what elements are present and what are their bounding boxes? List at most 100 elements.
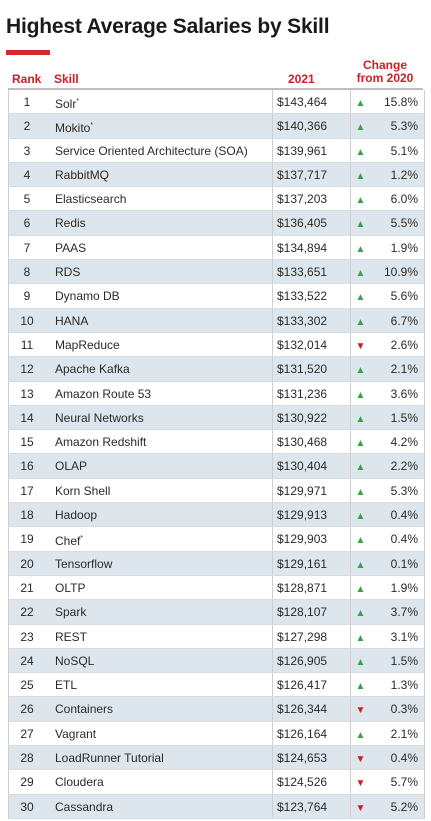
skill-cell: HANA [55,313,89,328]
header-change: Change from 2020 [352,59,418,85]
column-divider [272,332,273,357]
table-row: 20 Tensorflow $129,161 ▲ 0.1% [9,551,424,576]
change-value: 1.9% [390,580,418,595]
change-cell: ▲ 1.9% [355,241,418,257]
down-arrow-icon: ▼ [355,802,366,814]
change-cell: ▲ 3.7% [355,605,418,621]
up-arrow-icon: ▲ [355,511,366,523]
salary-table: 1 Solr* $143,464 ▲ 15.8% 2 Mokito* $140,366 ▲ 5.3… [8,90,425,819]
change-value: 6.0% [390,192,418,207]
change-cell: ▼ 2.6% [355,338,418,354]
change-value: 5.2% [390,799,418,814]
rank-cell: 19 [20,532,34,547]
up-arrow-icon: ▲ [355,632,366,644]
change-value: 1.5% [390,410,418,425]
column-divider [350,697,351,721]
change-value: 5.3% [390,119,418,134]
skill-cell: Cloudera [55,775,104,790]
table-row: 22 Spark $128,107 ▲ 3.7% [9,600,424,625]
column-divider [350,260,351,284]
table-row: 19 Chef* $129,903 ▲ 0.4% [9,527,424,552]
salary-cell: $129,971 [277,483,328,498]
table-row: 10 HANA $133,302 ▲ 6.7% [9,308,424,333]
rank-cell: 13 [20,386,34,401]
rank-cell: 26 [20,702,34,717]
column-divider [272,721,273,746]
up-arrow-icon: ▲ [355,268,366,280]
skill-cell: PAAS [55,240,87,255]
table-row: 2 Mokito* $140,366 ▲ 5.3% [9,114,424,139]
column-divider [350,673,351,697]
change-value: 0.1% [390,556,418,571]
up-arrow-icon: ▲ [355,243,366,255]
skill-cell: RDS [55,265,81,280]
rank-cell: 18 [20,508,34,523]
footnote-marker: * [80,535,84,543]
change-value: 3.1% [390,629,418,644]
salary-cell: $126,417 [277,678,328,693]
up-arrow-icon: ▲ [355,583,366,595]
salary-cell: $133,302 [277,313,328,328]
column-divider [350,187,351,211]
change-value: 4.2% [390,435,418,450]
column-divider [272,624,273,648]
table-row: 12 Apache Kafka $131,520 ▲ 2.1% [9,357,424,382]
table-row: 4 RabbitMQ $137,717 ▲ 1.2% [9,162,424,188]
change-value: 5.3% [390,483,418,498]
column-divider [350,357,351,381]
skill-cell: Hadoop [55,508,98,523]
change-value: 5.7% [390,775,418,790]
table-row: 13 Amazon Route 53 $131,236 ▲ 3.6% [9,381,424,406]
up-arrow-icon: ▲ [355,608,366,620]
up-arrow-icon: ▲ [355,146,366,158]
up-arrow-icon: ▲ [355,438,366,450]
column-divider [350,575,351,600]
column-divider [350,381,351,405]
change-cell: ▲ 5.3% [355,484,418,500]
up-arrow-icon: ▲ [355,195,366,207]
column-divider [272,697,273,721]
salary-cell: $128,107 [277,605,328,620]
change-cell: ▲ 5.5% [355,216,418,232]
change-cell: ▼ 0.4% [355,751,418,767]
table-row: 7 PAAS $134,894 ▲ 1.9% [9,235,424,261]
change-value: 3.6% [390,386,418,401]
up-arrow-icon: ▲ [355,559,366,571]
table-row: 3 Service Oriented Architecture (SOA) $139… [9,138,424,163]
rank-cell: 8 [23,265,31,280]
column-divider [272,648,273,673]
up-arrow-icon: ▲ [355,681,366,693]
salary-cell: $137,717 [277,167,328,182]
up-arrow-icon: ▲ [355,219,366,231]
column-divider [272,211,273,235]
salary-cell: $132,014 [277,337,328,352]
table-row: 17 Korn Shell $129,971 ▲ 5.3% [9,478,424,504]
up-arrow-icon: ▲ [355,535,366,547]
change-cell: ▲ 2.2% [355,459,418,475]
change-value: 10.9% [383,265,418,280]
change-cell: ▲ 15.8% [355,95,418,111]
column-divider [272,138,273,162]
change-cell: ▲ 2.1% [355,362,418,378]
change-cell: ▲ 4.2% [355,435,418,451]
salary-cell: $126,164 [277,726,328,741]
change-cell: ▲ 1.2% [355,168,418,184]
column-divider [350,478,351,503]
rank-cell: 11 [20,337,34,352]
up-arrow-icon: ▲ [355,98,366,109]
skill-cell: Elasticsearch [55,192,127,207]
change-cell: ▲ 1.3% [355,678,418,694]
salary-cell: $139,961 [277,143,328,158]
up-arrow-icon: ▲ [355,122,366,134]
header-skill: Skill [54,72,79,86]
table-row: 26 Containers $126,344 ▼ 0.3% [9,697,424,722]
title-accent-bar [6,50,50,55]
column-divider [272,114,273,138]
change-value: 2.6% [390,337,418,352]
rank-cell: 17 [20,483,34,498]
column-divider [272,430,273,454]
column-divider [350,551,351,575]
column-divider [350,527,351,551]
skill-cell: Dynamo DB [55,289,120,304]
table-row: 15 Amazon Redshift $130,468 ▲ 4.2% [9,430,424,455]
